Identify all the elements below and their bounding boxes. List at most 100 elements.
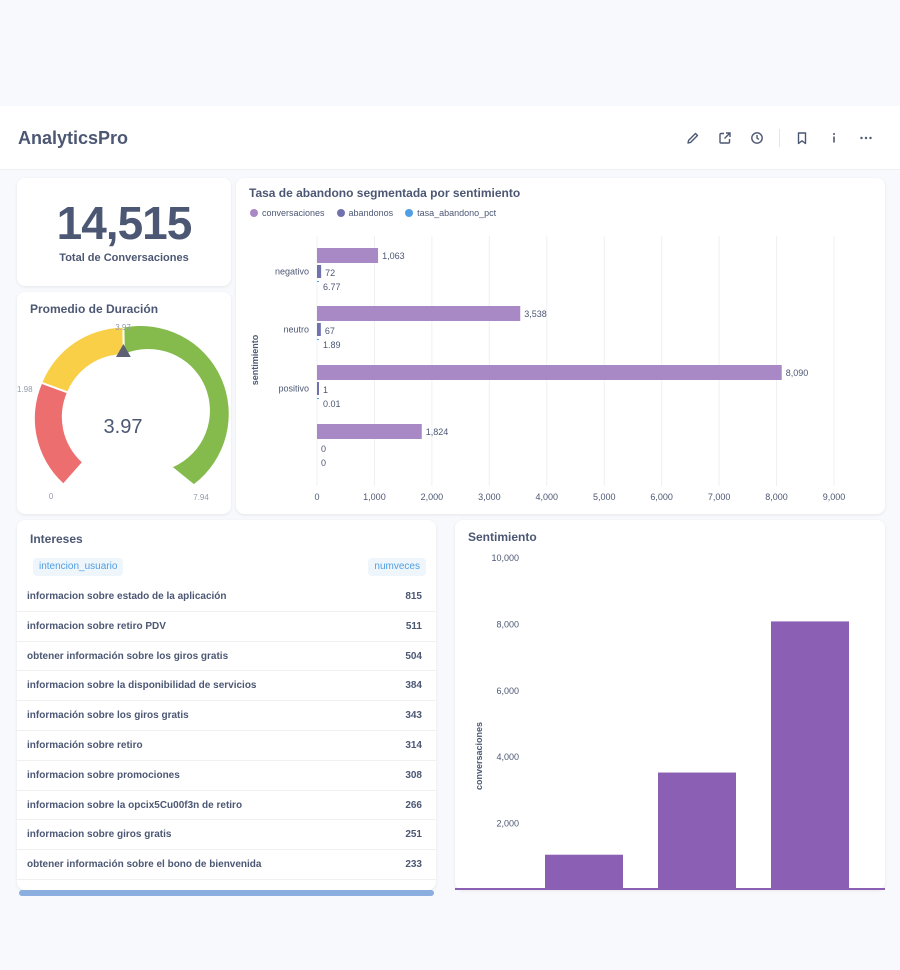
share-button[interactable] bbox=[709, 123, 741, 153]
edit-button[interactable] bbox=[677, 123, 709, 153]
cell-numveces: 251 bbox=[405, 829, 422, 841]
x-tick-label: 9,000 bbox=[823, 492, 846, 502]
cell-numveces: 511 bbox=[405, 620, 422, 632]
table-row[interactable]: obtener información sobre el bono de bie… bbox=[17, 850, 436, 880]
data-label-conversaciones: 1,063 bbox=[382, 251, 405, 261]
abandon-chart-card[interactable]: Tasa de abandono segmentada por sentimie… bbox=[236, 178, 885, 514]
table-row[interactable]: informacion sobre giros gratis 251 bbox=[17, 820, 436, 851]
gauge-title: Promedio de Duración bbox=[30, 302, 159, 316]
data-label-conversaciones: 1,824 bbox=[426, 427, 449, 437]
interests-table-card[interactable]: Intereses intencion_usuario numveces inf… bbox=[17, 520, 436, 896]
legend-dot-icon bbox=[250, 209, 258, 217]
x-tick-label: 1,000 bbox=[363, 492, 386, 502]
table-row[interactable]: informacion sobre la disponibilidad de s… bbox=[17, 671, 436, 702]
data-label-conversaciones: 3,538 bbox=[524, 309, 547, 319]
table-row[interactable]: informacion sobre la opcix5Cu00f3n de re… bbox=[17, 791, 436, 821]
legend-dot-icon bbox=[336, 209, 345, 217]
bar-negativo bbox=[545, 854, 623, 890]
gauge-marker-icon bbox=[116, 344, 131, 357]
table-row[interactable]: obtener información sobre los giros grat… bbox=[17, 642, 436, 672]
cell-numveces: 233 bbox=[405, 859, 422, 871]
data-label-abandonos: 0 bbox=[321, 444, 326, 454]
more-button[interactable] bbox=[850, 123, 882, 153]
history-button[interactable] bbox=[741, 123, 773, 153]
data-label-abandonos: 1 bbox=[323, 385, 328, 395]
data-label-tasa_abandono_pct: 6.77 bbox=[323, 282, 341, 292]
gauge-card[interactable]: Promedio de Duración 3.97 3.97 1.98 0 7.… bbox=[17, 292, 231, 514]
bar-conversaciones bbox=[317, 365, 782, 380]
legend-item-conversaciones[interactable]: conversaciones bbox=[250, 208, 325, 218]
category-label: positivo bbox=[278, 384, 309, 394]
data-label-conversaciones: 8,090 bbox=[786, 368, 809, 378]
cell-numveces: 815 bbox=[405, 591, 422, 602]
cell-intencion-usuario: obtener información sobre los giros grat… bbox=[27, 650, 229, 662]
data-label-tasa_abandono_pct: 0.01 bbox=[323, 399, 341, 409]
cell-intencion-usuario: informacion sobre retiro PDV bbox=[27, 620, 166, 632]
cell-numveces: 384 bbox=[405, 680, 422, 692]
y-tick-label: 4,000 bbox=[496, 752, 519, 762]
column-header-intencion-usuario[interactable]: intencion_usuario bbox=[33, 558, 124, 576]
gauge-segment-red bbox=[34, 383, 82, 484]
cell-intencion-usuario: informacion sobre la disponibilidad de s… bbox=[27, 680, 257, 692]
bar-abandonos bbox=[317, 265, 322, 278]
bar-tasa_abandono_pct bbox=[317, 398, 319, 399]
gauge-segment-yellow bbox=[42, 327, 124, 393]
bar-abandonos bbox=[317, 323, 321, 336]
table-row[interactable]: información sobre retiro 314 bbox=[17, 731, 436, 761]
cell-intencion-usuario: informacion sobre estado de la aplicació… bbox=[27, 591, 227, 602]
legend-label: abandonos bbox=[348, 208, 394, 218]
data-label-abandonos: 72 bbox=[325, 268, 335, 278]
y-tick-label: 8,000 bbox=[496, 619, 519, 629]
table-header: intencion_usuario numveces bbox=[27, 558, 426, 576]
gauge-value: 3.97 bbox=[104, 416, 143, 438]
cell-numveces: 308 bbox=[405, 769, 422, 781]
history-icon bbox=[751, 132, 763, 144]
x-tick-label: 7,000 bbox=[708, 492, 731, 502]
bar-abandonos bbox=[317, 382, 319, 395]
data-label-abandonos: 67 bbox=[325, 326, 335, 336]
table-row[interactable]: informacion sobre promociones 308 bbox=[17, 761, 436, 791]
bar-conversaciones bbox=[317, 248, 379, 263]
info-button[interactable] bbox=[818, 123, 850, 153]
legend-label: conversaciones bbox=[262, 208, 325, 218]
kpi-card-total-conversations[interactable]: 14,515 Total de Conversaciones bbox=[17, 178, 231, 286]
legend-item-tasa-abandono-pct[interactable]: tasa_abandono_pct bbox=[405, 208, 496, 218]
edit-icon bbox=[687, 132, 699, 144]
table-row[interactable]: información sobre los giros gratis 343 bbox=[17, 701, 436, 731]
abandon-chart-legend: conversaciones abandonos tasa_abandono_p… bbox=[250, 208, 496, 218]
toolbar-divider bbox=[779, 129, 780, 147]
cell-numveces: 504 bbox=[405, 650, 422, 662]
bookmark-icon bbox=[797, 132, 807, 145]
y-tick-label: 2,000 bbox=[496, 819, 519, 829]
table-row[interactable]: informacion sobre estado de la aplicació… bbox=[17, 582, 436, 612]
dashboard-header: AnalyticsPro bbox=[0, 106, 900, 170]
dashboard-toolbar bbox=[677, 123, 882, 153]
x-tick-label: 5,000 bbox=[593, 492, 616, 502]
cell-intencion-usuario: informacion sobre giros gratis bbox=[27, 829, 172, 841]
data-label-tasa_abandono_pct: 1.89 bbox=[323, 340, 341, 350]
table-row[interactable]: informacion sobre retiro PDV 511 bbox=[17, 612, 436, 642]
kpi-label: Total de Conversaciones bbox=[59, 252, 189, 264]
horizontal-scrollbar[interactable] bbox=[19, 890, 434, 896]
bookmark-button[interactable] bbox=[786, 123, 818, 153]
abandon-chart-ylabel: sentimiento bbox=[250, 334, 260, 385]
bar-neutro bbox=[658, 772, 736, 890]
sentiment-chart-card[interactable]: Sentimiento conversaciones 2,000 4,000 6,0… bbox=[455, 520, 885, 890]
legend-dot-icon bbox=[405, 209, 414, 217]
cell-intencion-usuario: informacion sobre promociones bbox=[27, 769, 180, 781]
sentiment-chart-title: Sentimiento bbox=[468, 530, 537, 544]
legend-item-abandonos[interactable]: abandonos bbox=[336, 208, 394, 218]
bar-tasa_abandono_pct bbox=[317, 281, 319, 282]
abandon-bar-chart: sentimiento 0 1,000 2,000 3,000 4,000 5,000 6,… bbox=[250, 236, 846, 502]
cell-numveces: 266 bbox=[405, 799, 422, 811]
y-tick-label: 10,000 bbox=[491, 553, 519, 563]
cell-intencion-usuario: información sobre retiro bbox=[27, 739, 143, 751]
gauge-label-marker: 3.97 bbox=[115, 323, 131, 332]
category-label: neutro bbox=[283, 325, 309, 335]
y-tick-label: 6,000 bbox=[496, 686, 519, 696]
x-tick-label: 8,000 bbox=[765, 492, 788, 502]
column-header-numveces[interactable]: numveces bbox=[368, 558, 426, 576]
more-icon bbox=[860, 136, 872, 140]
cell-numveces: 343 bbox=[405, 710, 422, 722]
gauge-label-max: 7.94 bbox=[193, 493, 209, 502]
